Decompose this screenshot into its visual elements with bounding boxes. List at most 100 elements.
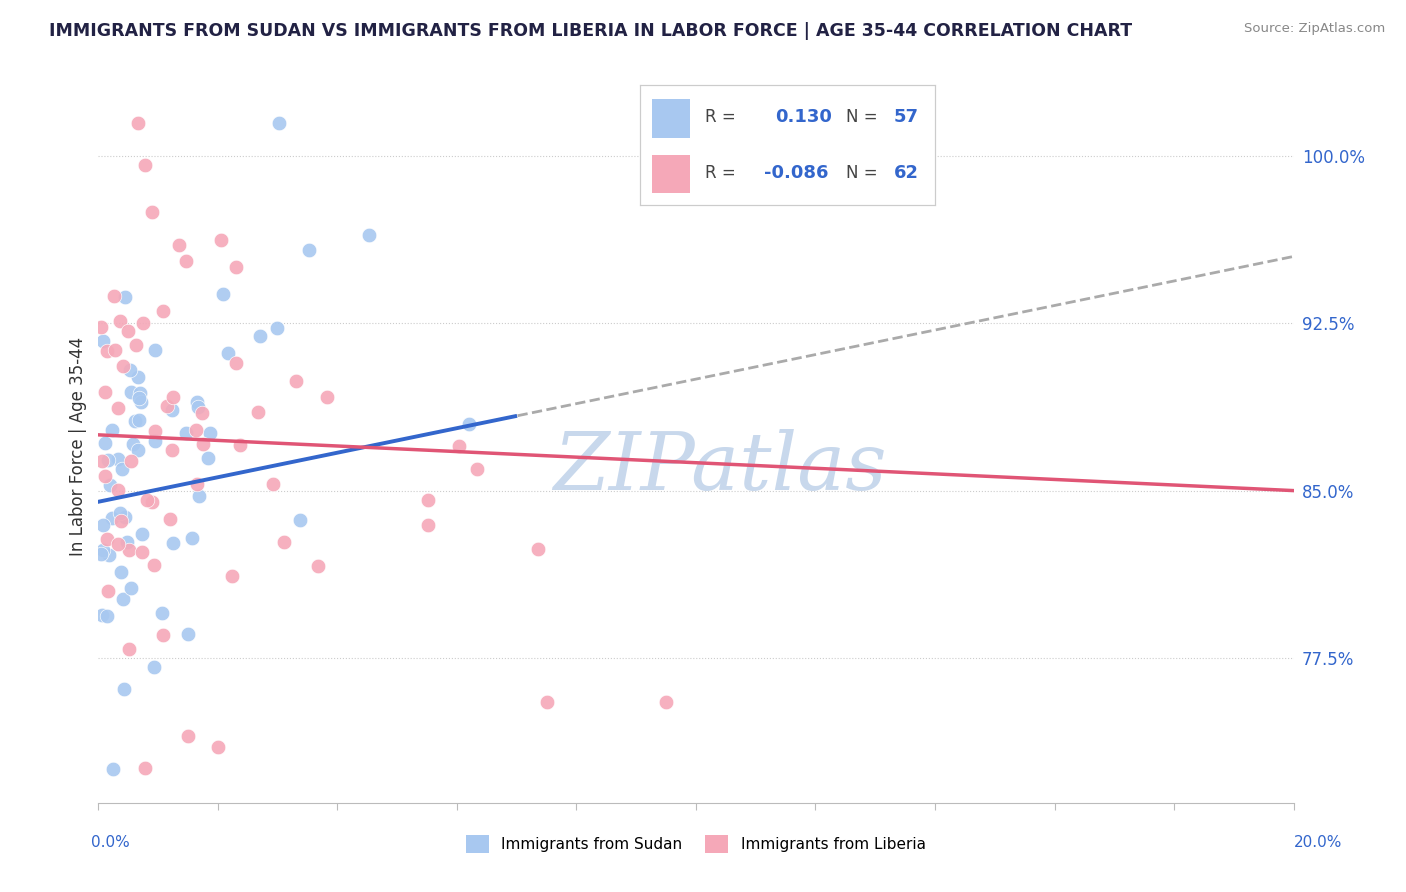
- Point: [94, 469, 117, 483]
- Point: [111, 359, 134, 373]
- Point: [100, 423, 122, 437]
- Point: [110, 314, 132, 328]
- Point: [225, 260, 247, 275]
- Point: [150, 607, 173, 621]
- Point: [249, 329, 271, 343]
- Point: [211, 286, 233, 301]
- Point: [142, 558, 165, 572]
- Point: [266, 320, 288, 334]
- Point: [159, 512, 181, 526]
- Point: [152, 303, 174, 318]
- Point: [98, 549, 121, 563]
- Point: [141, 205, 163, 219]
- Point: [247, 405, 270, 419]
- Point: [135, 493, 157, 508]
- Point: [110, 565, 132, 579]
- Text: N =: N =: [846, 108, 877, 127]
- Point: [174, 425, 197, 440]
- Point: [107, 537, 129, 551]
- FancyBboxPatch shape: [651, 154, 690, 193]
- Point: [118, 363, 141, 377]
- Point: [91, 334, 114, 348]
- Point: [225, 356, 247, 370]
- Point: [187, 400, 209, 414]
- Point: [536, 696, 558, 710]
- Point: [167, 237, 190, 252]
- Point: [98, 477, 121, 491]
- Point: [129, 395, 152, 409]
- Point: [284, 374, 307, 388]
- Point: [526, 541, 548, 556]
- Point: [127, 442, 149, 457]
- Point: [160, 442, 183, 457]
- Point: [267, 116, 290, 130]
- Point: [111, 462, 134, 476]
- Point: [143, 425, 166, 439]
- Text: R =: R =: [704, 108, 735, 127]
- Point: [93, 385, 115, 400]
- Point: [162, 390, 184, 404]
- Point: [132, 316, 155, 330]
- Point: [177, 729, 200, 743]
- Point: [115, 535, 138, 549]
- Point: [416, 493, 439, 508]
- Point: [184, 423, 207, 437]
- Point: [134, 158, 156, 172]
- Text: IMMIGRANTS FROM SUDAN VS IMMIGRANTS FROM LIBERIA IN LABOR FORCE | AGE 35-44 CORR: IMMIGRANTS FROM SUDAN VS IMMIGRANTS FROM…: [49, 22, 1132, 40]
- Point: [174, 254, 197, 268]
- Point: [217, 346, 239, 360]
- Point: [128, 412, 150, 426]
- Point: [131, 545, 153, 559]
- Text: -0.086: -0.086: [763, 163, 828, 182]
- Point: [114, 290, 136, 304]
- Point: [221, 568, 243, 582]
- Point: [143, 660, 166, 674]
- Point: [96, 344, 118, 359]
- Point: [288, 514, 311, 528]
- Point: [418, 518, 440, 533]
- Text: 57: 57: [894, 108, 918, 127]
- Point: [97, 453, 120, 467]
- Point: [110, 514, 132, 528]
- Point: [93, 518, 115, 533]
- Point: [197, 451, 219, 466]
- Point: [90, 319, 112, 334]
- Point: [94, 435, 117, 450]
- Legend: Immigrants from Sudan, Immigrants from Liberia: Immigrants from Sudan, Immigrants from L…: [460, 829, 932, 859]
- Point: [90, 454, 112, 468]
- Point: [107, 483, 129, 498]
- Point: [162, 536, 184, 550]
- Point: [316, 390, 339, 404]
- Point: [125, 338, 148, 352]
- Point: [103, 289, 125, 303]
- Point: [90, 548, 112, 562]
- Point: [122, 437, 145, 451]
- Point: [107, 401, 129, 415]
- Point: [118, 641, 141, 656]
- Y-axis label: In Labor Force | Age 35-44: In Labor Force | Age 35-44: [69, 336, 87, 556]
- Point: [127, 370, 149, 384]
- Point: [118, 543, 141, 558]
- Point: [120, 582, 142, 596]
- Point: [96, 583, 118, 598]
- Point: [207, 739, 229, 754]
- Point: [114, 509, 136, 524]
- Point: [108, 506, 131, 520]
- Point: [131, 527, 153, 541]
- Point: [186, 477, 208, 491]
- Point: [101, 511, 124, 525]
- Point: [124, 414, 146, 428]
- Point: [177, 627, 200, 641]
- Point: [134, 761, 156, 775]
- Point: [156, 399, 179, 413]
- FancyBboxPatch shape: [651, 99, 690, 137]
- Point: [129, 386, 152, 401]
- Point: [143, 343, 166, 357]
- Point: [449, 439, 471, 453]
- Point: [186, 395, 208, 409]
- Point: [127, 116, 149, 130]
- Point: [465, 462, 488, 476]
- Point: [187, 489, 209, 503]
- Point: [128, 391, 150, 405]
- Text: 0.0%: 0.0%: [91, 836, 131, 850]
